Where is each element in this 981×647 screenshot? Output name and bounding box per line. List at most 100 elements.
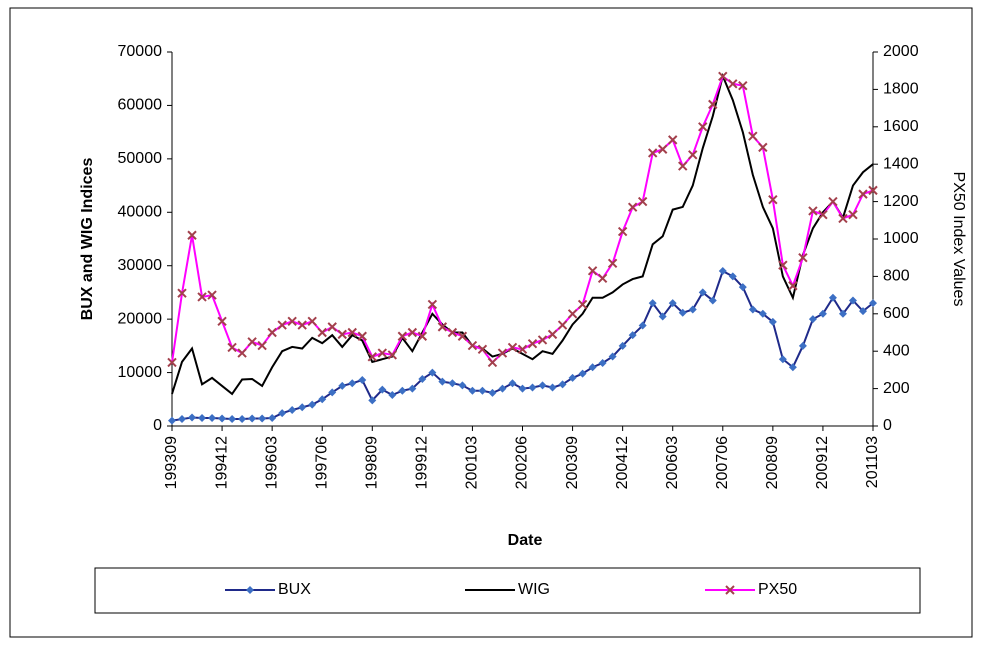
- data-point: [547, 329, 558, 340]
- data-point: [437, 322, 448, 332]
- y2-axis-label: PX50 Index Values: [950, 172, 967, 307]
- y2-tick-label: 1000: [883, 230, 919, 247]
- data-point: [718, 71, 728, 82]
- x-tick-label: 200706: [714, 436, 731, 489]
- data-point: [267, 327, 277, 338]
- data-point: [748, 131, 758, 141]
- data-point: [537, 335, 548, 345]
- data-point: [227, 342, 237, 353]
- data-point: [468, 386, 477, 395]
- data-point: [248, 414, 257, 423]
- data-point: [398, 386, 407, 395]
- data-point: [377, 348, 388, 358]
- data-point: [858, 189, 868, 199]
- data-point: [718, 267, 727, 276]
- data-point: [738, 80, 748, 91]
- data-point: [448, 379, 457, 388]
- data-point: [587, 266, 598, 276]
- data-point: [518, 384, 527, 393]
- data-point: [818, 309, 827, 318]
- data-point: [247, 337, 257, 347]
- data-point: [277, 320, 287, 330]
- y-tick-label: 10000: [118, 364, 163, 381]
- data-point: [358, 376, 367, 385]
- x-tick-label: 200809: [764, 436, 781, 489]
- data-point: [498, 384, 507, 393]
- data-point: [688, 150, 698, 160]
- data-point: [607, 258, 618, 269]
- data-point: [338, 381, 347, 390]
- data-point: [307, 316, 317, 326]
- x-tick-label: 199809: [364, 436, 381, 489]
- data-point: [598, 358, 607, 367]
- data-point: [788, 281, 798, 291]
- data-point: [808, 315, 817, 324]
- data-point: [207, 290, 217, 300]
- data-point: [838, 309, 847, 318]
- data-point: [678, 308, 687, 317]
- data-point: [558, 380, 567, 389]
- legend-label: WIG: [518, 581, 550, 598]
- data-point: [588, 363, 597, 372]
- data-point: [507, 342, 518, 353]
- y-tick-label: 70000: [118, 43, 163, 60]
- data-point: [387, 350, 398, 360]
- data-point: [828, 293, 837, 302]
- data-point: [778, 260, 788, 270]
- data-point: [348, 379, 357, 388]
- data-point: [548, 383, 557, 392]
- data-point: [458, 381, 467, 390]
- data-point: [748, 305, 757, 314]
- y-tick-label: 20000: [118, 310, 163, 327]
- data-point: [438, 377, 447, 386]
- y-axis-label: BUX and WIG Indices: [79, 158, 96, 321]
- data-point: [869, 299, 877, 308]
- data-point: [597, 273, 608, 283]
- data-point: [628, 331, 637, 340]
- data-point: [188, 413, 197, 422]
- data-point: [487, 357, 498, 368]
- data-point: [648, 299, 657, 308]
- data-point: [557, 320, 568, 330]
- data-point: [728, 272, 737, 281]
- data-point: [257, 340, 267, 351]
- data-point: [798, 341, 807, 350]
- y-tick-label: 0: [153, 417, 162, 434]
- data-point: [798, 252, 808, 263]
- y2-tick-label: 800: [883, 268, 910, 285]
- data-point: [508, 379, 517, 388]
- legend-label: BUX: [278, 581, 311, 598]
- data-point: [388, 391, 397, 400]
- data-point: [778, 355, 787, 364]
- data-point: [198, 413, 207, 422]
- data-point: [637, 196, 648, 207]
- data-point: [408, 384, 417, 393]
- data-point: [347, 327, 357, 338]
- y2-tick-label: 0: [883, 417, 892, 434]
- data-point: [427, 299, 438, 310]
- data-point: [698, 122, 708, 132]
- x-axis-label: Date: [508, 532, 543, 549]
- data-point: [728, 79, 738, 89]
- data-point: [357, 331, 367, 341]
- x-tick-label: 201103: [864, 436, 881, 488]
- data-point: [488, 388, 497, 397]
- data-point: [467, 340, 478, 351]
- data-point: [768, 195, 778, 205]
- x-tick-label: 199412: [213, 436, 230, 489]
- data-point: [638, 321, 647, 330]
- x-tick-label: 199912: [414, 436, 431, 489]
- data-point: [608, 352, 617, 361]
- data-point: [397, 331, 408, 341]
- data-point: [538, 381, 547, 390]
- data-point: [268, 413, 277, 422]
- x-tick-label: 199706: [313, 436, 330, 489]
- y-tick-label: 60000: [118, 97, 163, 114]
- data-point: [618, 341, 627, 350]
- data-point: [298, 403, 307, 412]
- data-point: [527, 339, 538, 349]
- data-point: [238, 415, 247, 424]
- data-point: [368, 396, 377, 405]
- data-point: [417, 331, 428, 341]
- data-point: [768, 317, 777, 326]
